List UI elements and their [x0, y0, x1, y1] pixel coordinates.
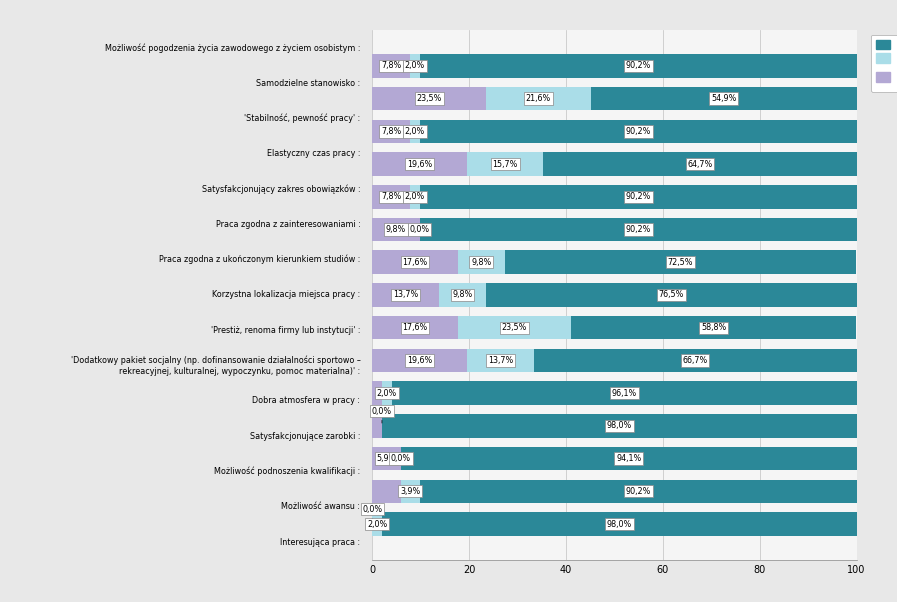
Legend: Ważne, Nieważne, Trudno
powiedzieć: Ważne, Nieważne, Trudno powiedzieć [871, 34, 897, 92]
Text: 9,8%: 9,8% [386, 225, 406, 234]
Bar [467, 349, 534, 372]
Text: 66,7%: 66,7% [683, 356, 708, 365]
Text: 9,8%: 9,8% [471, 258, 492, 267]
Bar [486, 87, 591, 110]
Bar [420, 480, 857, 503]
Bar [372, 152, 467, 176]
Bar [382, 414, 857, 438]
Text: 64,7%: 64,7% [687, 160, 712, 169]
Bar [372, 316, 457, 340]
Text: Praca zgodna z zainteresowaniami :: Praca zgodna z zainteresowaniami : [215, 220, 361, 229]
Bar [439, 283, 486, 307]
Bar [410, 54, 420, 78]
Bar [486, 283, 857, 307]
Bar [401, 480, 420, 503]
Bar [457, 316, 571, 340]
Text: Możliwość podnoszenia kwalifikacji :: Możliwość podnoszenia kwalifikacji : [214, 467, 361, 476]
Text: 2,0%: 2,0% [405, 127, 425, 136]
Text: 2,0%: 2,0% [377, 389, 396, 398]
Bar [544, 152, 857, 176]
Text: Interesująca praca :: Interesująca praca : [280, 538, 361, 547]
Text: 0,0%: 0,0% [410, 225, 430, 234]
Text: Satysfakcjonujące zarobki :: Satysfakcjonujące zarobki : [250, 432, 361, 441]
Text: 23,5%: 23,5% [416, 94, 442, 103]
Text: 'Prestiż, renoma firmy lub instytucji' :: 'Prestiż, renoma firmy lub instytucji' : [211, 326, 361, 335]
Bar [372, 283, 439, 307]
Text: 90,2%: 90,2% [625, 61, 651, 70]
Text: 17,6%: 17,6% [402, 323, 428, 332]
Text: 'Stabilność, pewność pracy' :: 'Stabilność, pewność pracy' : [244, 114, 361, 123]
Bar [420, 218, 857, 241]
Bar [420, 120, 857, 143]
Text: 'Dodatkowy pakiet socjalny (np. dofinansowanie działalności sportowo –
rekreacyj: 'Dodatkowy pakiet socjalny (np. dofinans… [71, 356, 361, 376]
Text: 94,1%: 94,1% [616, 454, 641, 463]
Bar [372, 349, 467, 372]
Text: Satysfakcjonujący zakres obowiązków :: Satysfakcjonujący zakres obowiązków : [202, 184, 361, 194]
Bar [401, 447, 857, 470]
Text: 3,9%: 3,9% [400, 487, 421, 496]
Text: 2,0%: 2,0% [367, 520, 388, 529]
Text: 19,6%: 19,6% [407, 356, 432, 365]
Text: 13,7%: 13,7% [488, 356, 513, 365]
Text: 96,1%: 96,1% [612, 389, 637, 398]
Bar [372, 480, 401, 503]
Bar [505, 250, 856, 274]
Bar [420, 185, 857, 209]
Text: 17,6%: 17,6% [402, 258, 428, 267]
Bar [372, 87, 486, 110]
Bar [372, 120, 410, 143]
Bar [392, 381, 858, 405]
Bar [410, 185, 420, 209]
Bar [382, 512, 857, 536]
Text: 2,0%: 2,0% [405, 192, 425, 201]
Text: 7,8%: 7,8% [381, 61, 401, 70]
Text: 90,2%: 90,2% [625, 225, 651, 234]
Text: 5,9%: 5,9% [377, 454, 396, 463]
Text: 19,6%: 19,6% [407, 160, 432, 169]
Text: 58,8%: 58,8% [701, 323, 727, 332]
Bar [372, 381, 382, 405]
Bar [372, 185, 410, 209]
Text: Dobra atmosfera w pracy :: Dobra atmosfera w pracy : [252, 397, 361, 405]
Text: 72,5%: 72,5% [667, 258, 693, 267]
Bar [372, 250, 457, 274]
Bar [534, 349, 857, 372]
Bar [372, 218, 420, 241]
Text: Możliwość pogodzenia życia zawodowego z życiem osobistym :: Możliwość pogodzenia życia zawodowego z … [105, 43, 361, 52]
Bar [372, 54, 410, 78]
Bar [372, 512, 382, 536]
Text: 0,0%: 0,0% [372, 406, 392, 423]
Text: 7,8%: 7,8% [381, 192, 401, 201]
Text: 0,0%: 0,0% [362, 505, 382, 521]
Text: Elastyczny czas pracy :: Elastyczny czas pracy : [267, 149, 361, 158]
Bar [410, 120, 420, 143]
Text: 98,0%: 98,0% [606, 520, 631, 529]
Text: Korzystna lokalizacja miejsca pracy :: Korzystna lokalizacja miejsca pracy : [213, 291, 361, 299]
Text: 21,6%: 21,6% [526, 94, 551, 103]
Text: 90,2%: 90,2% [625, 127, 651, 136]
Bar [372, 414, 382, 438]
Text: 9,8%: 9,8% [452, 291, 473, 299]
Bar [591, 87, 857, 110]
Bar [372, 447, 401, 470]
Text: 15,7%: 15,7% [492, 160, 518, 169]
Text: 13,7%: 13,7% [393, 291, 418, 299]
Text: 7,8%: 7,8% [381, 127, 401, 136]
Text: 76,5%: 76,5% [658, 291, 684, 299]
Bar [571, 316, 856, 340]
Bar [467, 152, 544, 176]
Text: 23,5%: 23,5% [501, 323, 527, 332]
Text: Praca zgodna z ukończonym kierunkiem studiów :: Praca zgodna z ukończonym kierunkiem stu… [159, 255, 361, 264]
Bar [457, 250, 505, 274]
Text: 90,2%: 90,2% [625, 487, 651, 496]
Bar [420, 54, 857, 78]
Text: 54,9%: 54,9% [711, 94, 736, 103]
Text: Możliwość awansu :: Możliwość awansu : [282, 503, 361, 511]
Text: Samodzielne stanowisko :: Samodzielne stanowisko : [257, 79, 361, 87]
Text: 2,0%: 2,0% [405, 61, 425, 70]
Text: 0,0%: 0,0% [391, 454, 411, 463]
Text: 98,0%: 98,0% [606, 421, 631, 430]
Text: 90,2%: 90,2% [625, 192, 651, 201]
Bar [382, 381, 392, 405]
